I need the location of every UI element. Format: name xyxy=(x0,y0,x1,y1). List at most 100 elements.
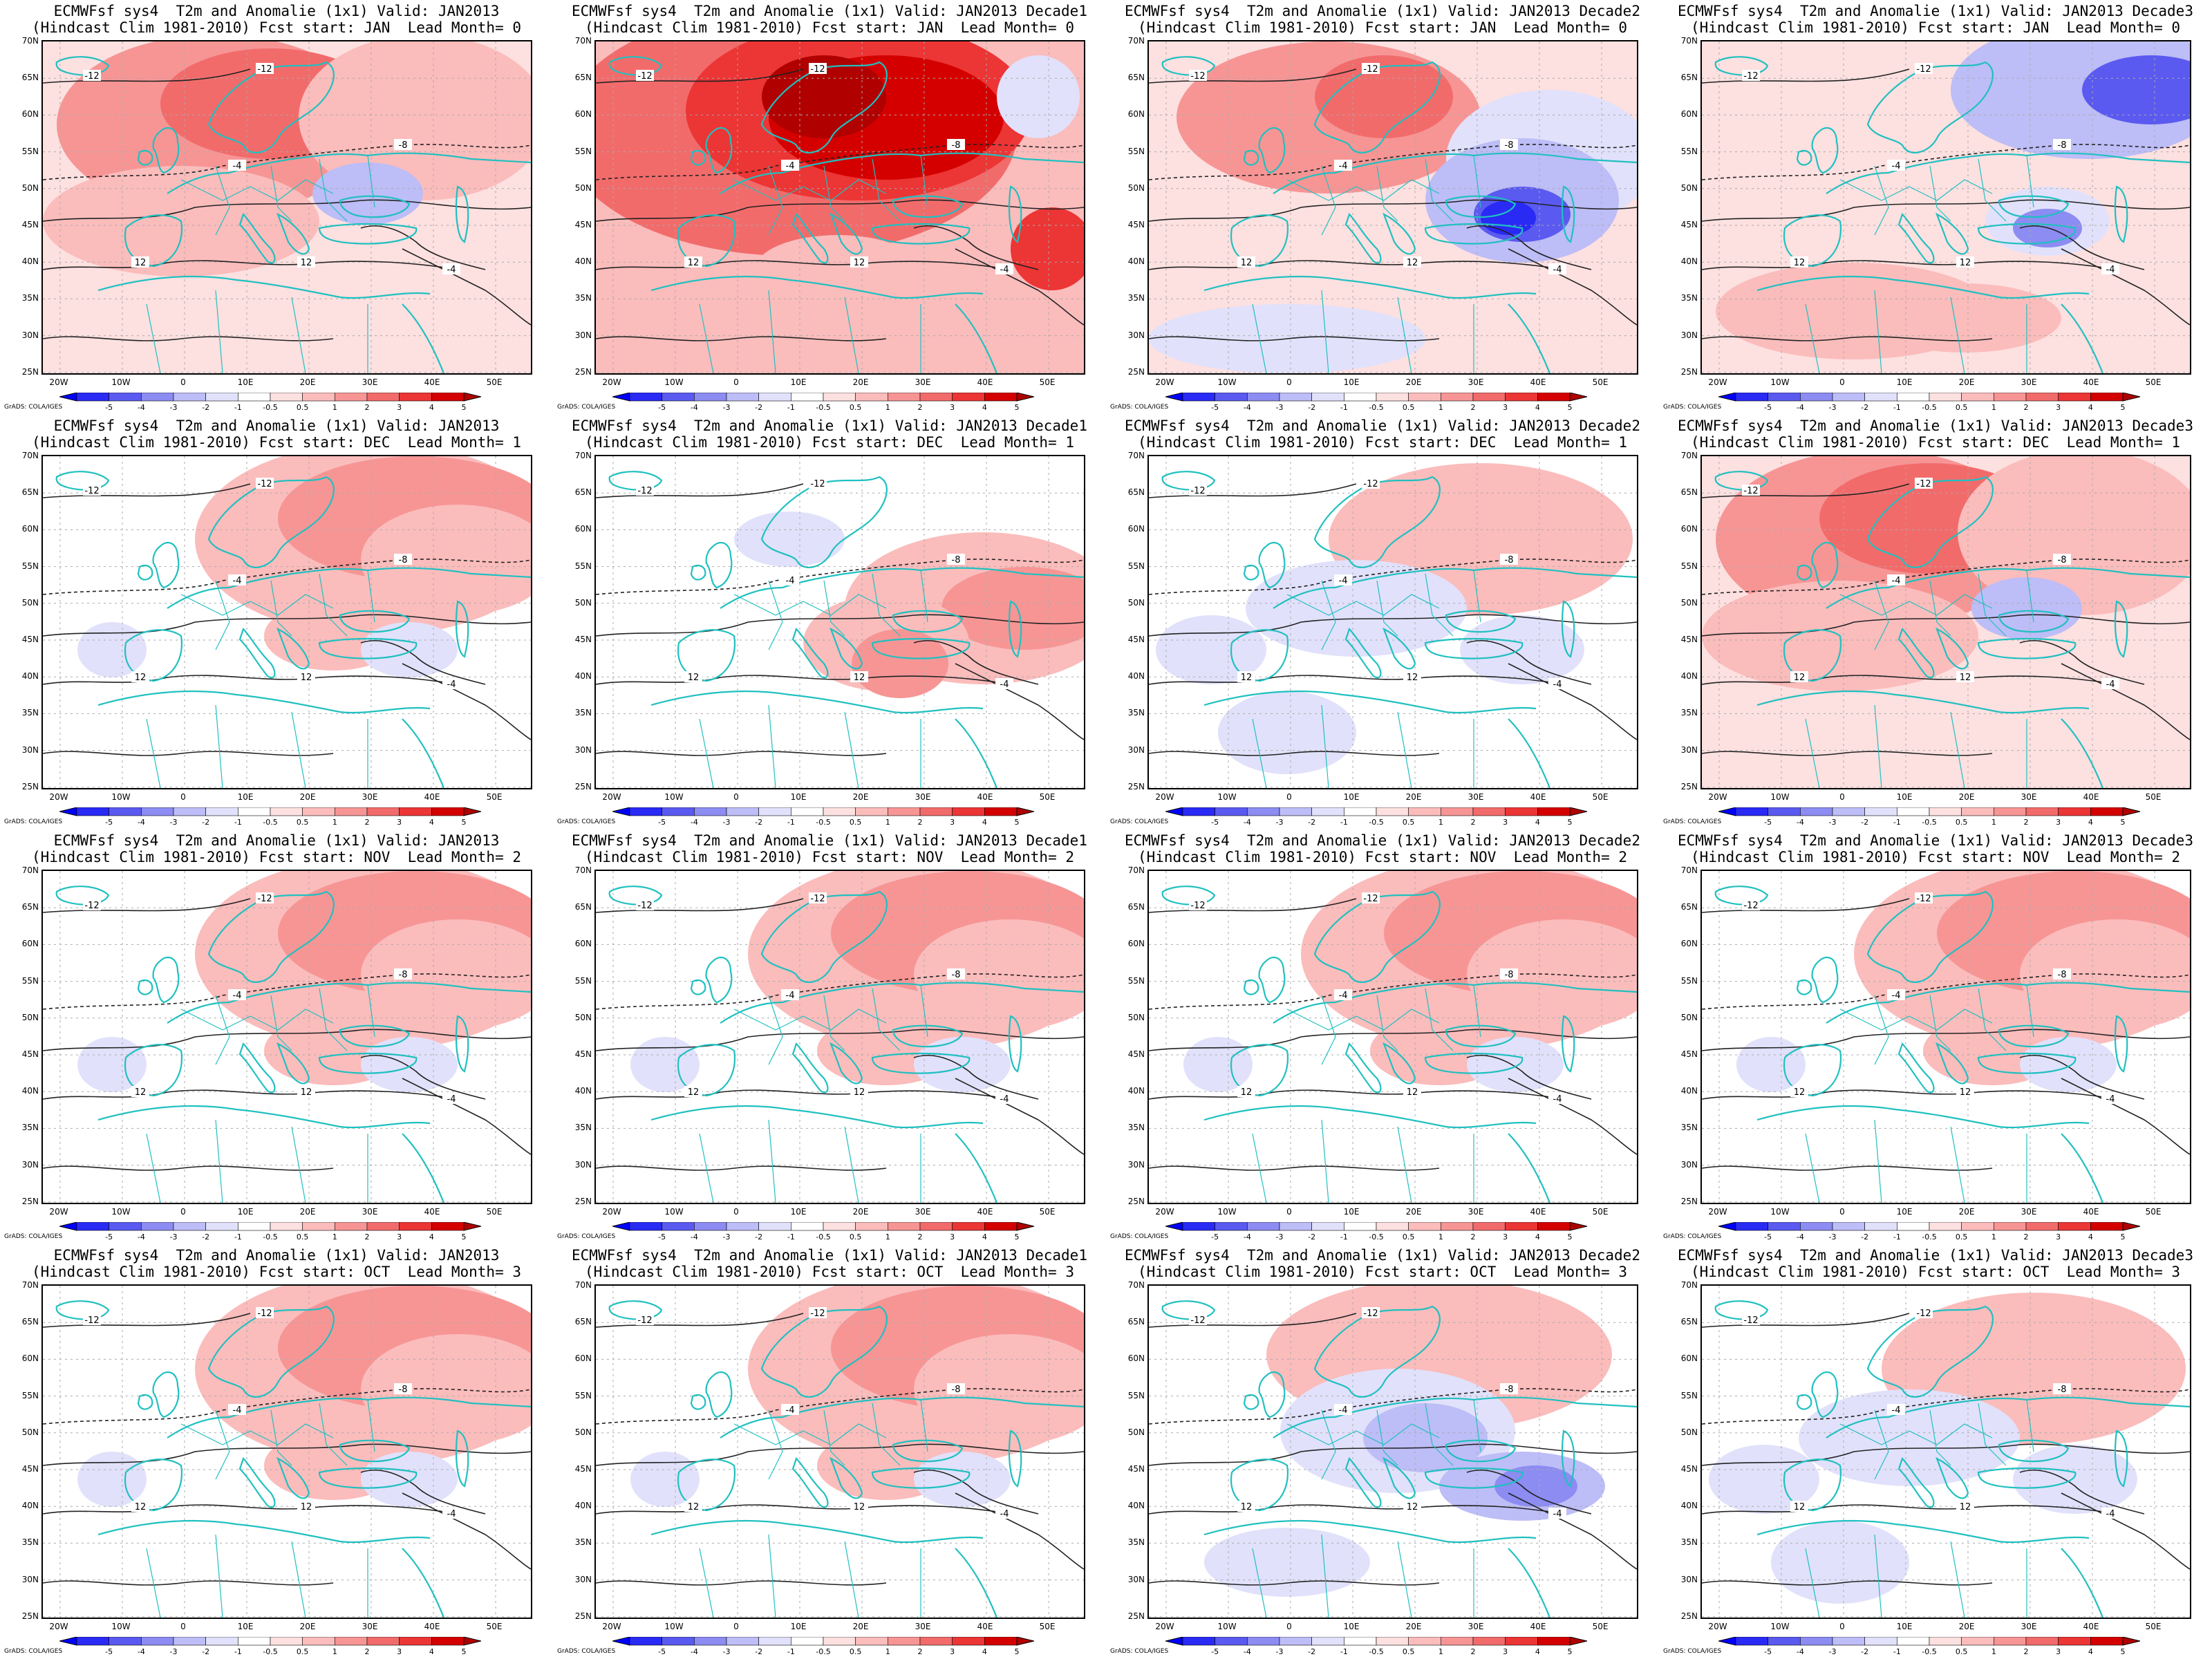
colorbar-label: 4 xyxy=(429,1232,434,1241)
latitude-label: 35N xyxy=(21,1123,39,1133)
contour-label-box xyxy=(636,899,654,910)
coastline xyxy=(1935,627,1969,670)
colorbar-swatch xyxy=(109,393,142,402)
contour-line xyxy=(402,248,531,326)
contour-line xyxy=(1149,1165,1440,1171)
coastline xyxy=(455,1015,469,1073)
colorbar-label: 3 xyxy=(2056,1647,2061,1656)
colorbar-label: 5 xyxy=(1015,1647,1020,1656)
contour-label: -12 xyxy=(810,64,825,75)
panel-title: ECMWFsf sys4 T2m and Anomalie (1x1) Vali… xyxy=(1125,3,1640,19)
colorbar-label: -2 xyxy=(1861,403,1868,412)
contour-line xyxy=(1702,675,2117,685)
colorbar-label: -2 xyxy=(755,1232,762,1241)
contour-label: 12 xyxy=(135,1087,147,1098)
coastline xyxy=(791,627,829,679)
colorbar: -5 -4 -3 -2 -1 -0.5 0.5 1 2 3 4 5 xyxy=(59,1637,481,1656)
latitude-label: 35N xyxy=(1127,708,1145,718)
forecast-panel: ECMWFsf sys4 T2m and Anomalie (1x1) Vali… xyxy=(1106,0,1659,415)
latitude-label: 50N xyxy=(1680,1012,1698,1022)
colorbar-swatch xyxy=(1735,807,1768,816)
country-border xyxy=(146,303,161,373)
longitude-label: 10E xyxy=(237,1207,254,1217)
country-border xyxy=(844,297,859,373)
contour-line xyxy=(1702,614,2190,637)
longitude-label: 20W xyxy=(1708,792,1727,802)
contour-label: -12 xyxy=(1190,1315,1205,1326)
panel-title: ECMWFsf sys4 T2m and Anomalie (1x1) Vali… xyxy=(572,1247,1087,1264)
colorbar-label: -3 xyxy=(1276,818,1284,827)
contour-label-box xyxy=(1790,256,1808,268)
colorbar-swatch xyxy=(238,393,271,402)
colorbar-label: -5 xyxy=(1211,1232,1219,1241)
contour-label-box xyxy=(131,1501,149,1512)
contour-line xyxy=(360,225,486,270)
contour-label-box xyxy=(684,1086,702,1097)
country-border xyxy=(768,1119,776,1203)
contour-label: -12 xyxy=(810,479,825,489)
country-border xyxy=(1874,580,1889,650)
latitude-label: 40N xyxy=(21,1086,39,1096)
latitude-label: 40N xyxy=(1680,671,1698,682)
colorbar-swatch xyxy=(238,807,271,816)
colorbar-label: 0.5 xyxy=(850,403,862,412)
coastline xyxy=(1561,600,1575,658)
colorbar-label: 1 xyxy=(885,1647,890,1656)
colorbar-swatch xyxy=(952,1637,985,1646)
colorbar-swatch xyxy=(855,807,888,816)
map-frame: -12 -4 -8 12 12 -4 -12 xyxy=(1147,455,1638,789)
colorbar-label: 2 xyxy=(1471,818,1476,827)
contour-label-box xyxy=(83,485,101,496)
latitude-label: 55N xyxy=(21,146,39,156)
country-border xyxy=(291,297,306,373)
anomaly-shade xyxy=(1246,560,1467,657)
contour-line xyxy=(43,675,458,685)
latitude-label: 60N xyxy=(1127,1353,1145,1364)
colorbar-label: 2 xyxy=(365,818,370,827)
colorbar-swatch xyxy=(173,807,206,816)
contour-label: -4 xyxy=(1339,161,1348,171)
colorbar-swatch xyxy=(238,1637,271,1646)
contour-label: -4 xyxy=(1553,679,1562,690)
country-border xyxy=(215,1119,223,1203)
contour-label: 12 xyxy=(854,1087,865,1098)
latitude-label: 55N xyxy=(1680,561,1698,571)
contour-line xyxy=(2061,1078,2190,1155)
colorbar-label: -1 xyxy=(1340,1647,1348,1656)
colorbar-swatch xyxy=(173,1637,206,1646)
contour-line xyxy=(1149,898,1357,913)
latitude-label: 50N xyxy=(574,1012,592,1022)
longitude-label: 20W xyxy=(49,792,68,802)
colorbar-arrow xyxy=(1718,393,1736,402)
colorbar-label: 0.5 xyxy=(1403,818,1415,827)
contour-label: 12 xyxy=(688,1087,700,1098)
latitude-label: 55N xyxy=(1680,1390,1698,1400)
colorbar-label: -1 xyxy=(1340,1232,1348,1241)
contour-label: 12 xyxy=(1794,258,1806,268)
grads-credit: GrADS: COLA/IGES xyxy=(4,818,63,825)
colorbar-swatch xyxy=(855,1222,888,1231)
coastline xyxy=(1243,149,1259,166)
country-border xyxy=(215,1409,230,1480)
map-frame: -12 -4 -8 12 12 -4 -12 xyxy=(1147,40,1638,375)
country-border xyxy=(270,1409,292,1466)
contour-label: -4 xyxy=(447,265,456,275)
colorbar-label: 4 xyxy=(1535,1232,1540,1241)
longitude-label: 20W xyxy=(1155,377,1174,387)
country-border xyxy=(1321,1534,1329,1618)
colorbar-label: -2 xyxy=(1308,403,1315,412)
longitude-label: 40E xyxy=(424,1207,440,1217)
coastline xyxy=(791,212,829,264)
coastline xyxy=(1344,1042,1382,1094)
anomaly-map: -12 -4 -8 12 12 -4 -12 xyxy=(1149,41,1637,373)
colorbar-arrow xyxy=(1569,1637,1587,1646)
contour-label-box xyxy=(1189,485,1207,496)
coastline xyxy=(829,627,863,670)
latitude-label: 40N xyxy=(1127,671,1145,682)
latitude-label: 30N xyxy=(1127,744,1145,755)
colorbar-label: -0.5 xyxy=(1922,1232,1936,1241)
latitude-label: 70N xyxy=(574,36,592,46)
country-border xyxy=(844,1541,859,1618)
anomaly-shade xyxy=(2013,1445,2137,1514)
contour-label: 12 xyxy=(1241,258,1253,268)
